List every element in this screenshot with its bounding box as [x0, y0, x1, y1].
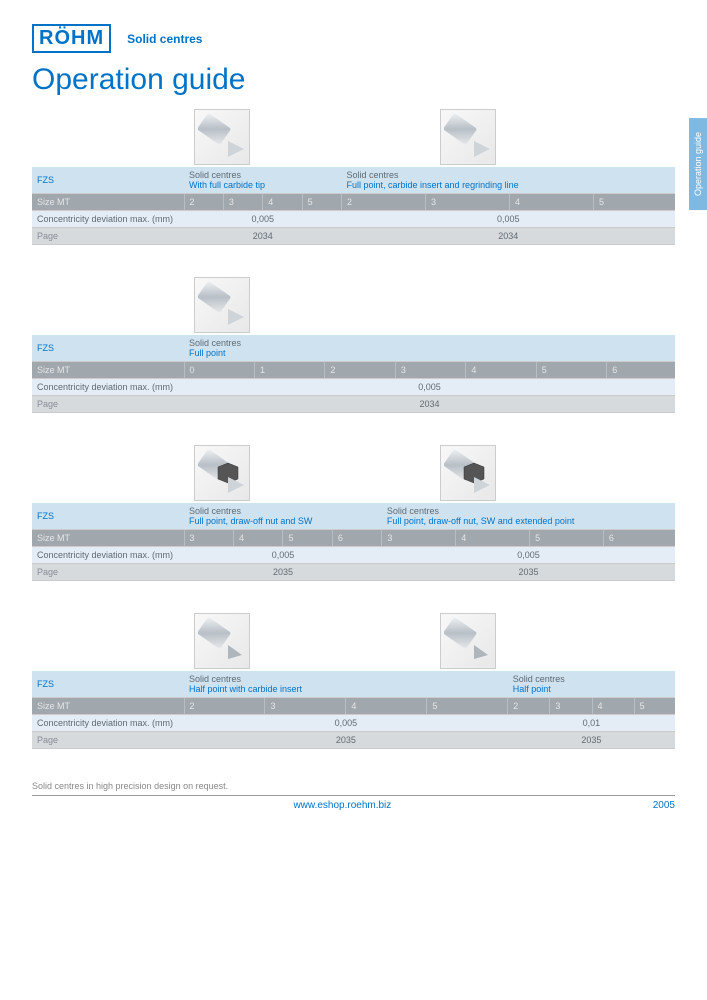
conc-value: 0,005: [184, 211, 342, 228]
size-cell: 6: [332, 530, 382, 547]
product-description: Solid centresWith full carbide tip: [184, 167, 342, 194]
page-title: Operation guide: [32, 63, 675, 97]
product-description: Solid centresFull point, carbide insert …: [342, 167, 676, 194]
product-image: [440, 445, 496, 501]
product-description: Solid centresFull point, draw-off nut, S…: [382, 503, 675, 530]
code-label: FZS: [32, 671, 184, 698]
size-cell: 3: [184, 530, 233, 547]
product-description: Solid centresHalf point: [508, 671, 675, 698]
product-description: Solid centresFull point: [184, 335, 675, 362]
page-label: Page: [32, 228, 184, 245]
size-cell: 5: [594, 194, 676, 211]
size-cell: 4: [233, 530, 282, 547]
size-cell: 5: [283, 530, 332, 547]
product-table: FZSSolid centresFull pointSize MT0123456…: [32, 335, 675, 413]
conc-value: 0,005: [184, 379, 675, 396]
conc-value: 0,005: [342, 211, 676, 228]
size-cell: 4: [466, 362, 536, 379]
page-label: Page: [32, 396, 184, 413]
footer-link[interactable]: www.eshop.roehm.biz: [32, 800, 653, 811]
size-cell: 4: [346, 698, 427, 715]
page-value: 2035: [382, 564, 675, 581]
product-table: FZSSolid centresHalf point with carbide …: [32, 671, 675, 749]
size-label: Size MT: [32, 194, 184, 211]
footer-note: Solid centres in high precision design o…: [32, 781, 675, 796]
size-cell: 2: [184, 194, 223, 211]
side-tab: Operation guide: [689, 118, 707, 210]
logo: RÖHM: [32, 24, 111, 53]
size-label: Size MT: [32, 530, 184, 547]
content-blocks: FZSSolid centresWith full carbide tipSol…: [32, 109, 675, 749]
page-value: 2035: [184, 732, 508, 749]
product-description: Solid centresFull point, draw-off nut an…: [184, 503, 382, 530]
size-cell: 5: [302, 194, 341, 211]
product-image: [194, 277, 250, 333]
product-table: FZSSolid centresFull point, draw-off nut…: [32, 503, 675, 581]
page-root: Operation guide RÖHM Solid centres Opera…: [0, 0, 707, 823]
product-block: FZSSolid centresHalf point with carbide …: [32, 613, 675, 749]
size-cell: 6: [607, 362, 675, 379]
size-cell: 2: [184, 698, 265, 715]
size-label: Size MT: [32, 362, 184, 379]
header: RÖHM Solid centres: [32, 24, 675, 53]
size-cell: 5: [536, 362, 606, 379]
product-image: [440, 109, 496, 165]
conc-value: 0,005: [184, 715, 508, 732]
product-description: Solid centresHalf point with carbide ins…: [184, 671, 508, 698]
conc-label: Concentricity deviation max. (mm): [32, 379, 184, 396]
size-label: Size MT: [32, 698, 184, 715]
size-cell: 5: [634, 698, 675, 715]
product-image: [440, 613, 496, 669]
footer-pagenum: 2005: [653, 800, 675, 811]
size-cell: 4: [592, 698, 634, 715]
product-block: FZSSolid centresFull pointSize MT0123456…: [32, 277, 675, 413]
size-cell: 6: [603, 530, 675, 547]
size-cell: 2: [342, 194, 426, 211]
size-cell: 3: [265, 698, 346, 715]
footer-row: www.eshop.roehm.biz 2005: [32, 800, 675, 811]
page-value: 2035: [184, 564, 382, 581]
conc-value: 0,01: [508, 715, 675, 732]
code-label: FZS: [32, 335, 184, 362]
size-cell: 4: [510, 194, 594, 211]
size-cell: 3: [382, 530, 456, 547]
code-label: FZS: [32, 503, 184, 530]
conc-value: 0,005: [382, 547, 675, 564]
product-block: FZSSolid centresFull point, draw-off nut…: [32, 445, 675, 581]
conc-label: Concentricity deviation max. (mm): [32, 211, 184, 228]
size-cell: 1: [254, 362, 324, 379]
page-value: 2034: [342, 228, 676, 245]
page-value: 2035: [508, 732, 675, 749]
header-subtitle: Solid centres: [127, 32, 202, 46]
size-cell: 3: [426, 194, 510, 211]
page-label: Page: [32, 732, 184, 749]
product-image: [194, 613, 250, 669]
size-cell: 3: [550, 698, 592, 715]
size-cell: 3: [395, 362, 465, 379]
size-cell: 0: [184, 362, 254, 379]
page-value: 2034: [184, 396, 675, 413]
size-cell: 3: [223, 194, 262, 211]
product-block: FZSSolid centresWith full carbide tipSol…: [32, 109, 675, 245]
conc-label: Concentricity deviation max. (mm): [32, 715, 184, 732]
size-cell: 4: [263, 194, 302, 211]
size-cell: 2: [508, 698, 550, 715]
conc-value: 0,005: [184, 547, 382, 564]
product-image: [194, 109, 250, 165]
size-cell: 5: [427, 698, 508, 715]
size-cell: 5: [530, 530, 604, 547]
code-label: FZS: [32, 167, 184, 194]
product-table: FZSSolid centresWith full carbide tipSol…: [32, 167, 675, 245]
page-label: Page: [32, 564, 184, 581]
product-image: [194, 445, 250, 501]
size-cell: 4: [456, 530, 530, 547]
size-cell: 2: [325, 362, 395, 379]
conc-label: Concentricity deviation max. (mm): [32, 547, 184, 564]
page-value: 2034: [184, 228, 342, 245]
